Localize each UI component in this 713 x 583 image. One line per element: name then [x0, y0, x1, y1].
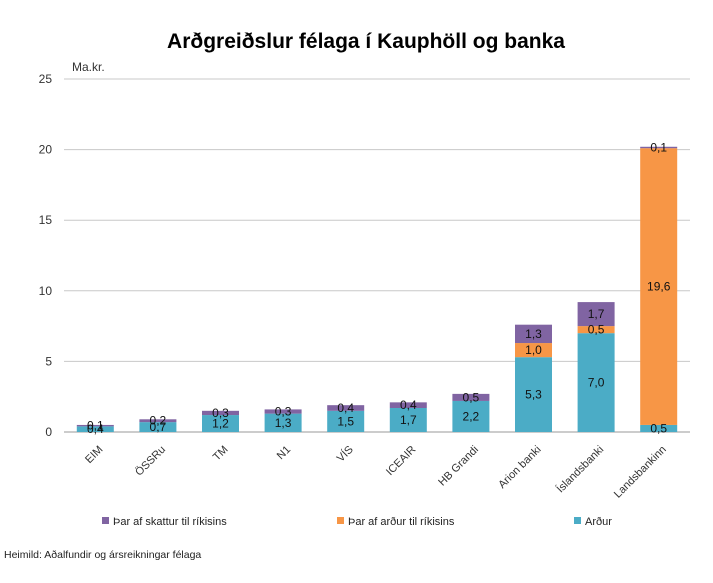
x-tick-label: Landsbankinn	[612, 444, 669, 501]
y-tick-label: 10	[39, 284, 53, 298]
bar-segment	[76, 426, 114, 432]
data-label: 1,3	[525, 327, 542, 341]
legend-swatch	[574, 517, 581, 524]
x-tick-label: EIM	[83, 444, 105, 466]
data-label: 1,3	[275, 416, 292, 430]
bar-segment	[202, 415, 239, 432]
bar-segment	[577, 326, 615, 334]
data-label: 0,4	[87, 422, 104, 436]
bar-segment	[452, 400, 490, 432]
data-label: 0,5	[650, 421, 667, 435]
bar-segment	[139, 422, 177, 432]
legend-swatch	[337, 517, 344, 524]
data-label: 1,7	[588, 307, 605, 321]
legend: Þar af skattur til ríkisins Þar af arður …	[102, 516, 612, 528]
data-label: 0,4	[400, 398, 417, 412]
data-label: 1,5	[337, 414, 354, 428]
y-tick-label: 20	[39, 143, 53, 157]
bar-segment	[389, 407, 427, 432]
legend-label: Þar af arður til ríkisins	[348, 516, 455, 528]
legend-swatch	[102, 517, 109, 524]
bar-segment	[452, 393, 490, 401]
bar-segment	[264, 409, 302, 414]
bar-segment	[139, 419, 177, 423]
data-label: 0,4	[337, 401, 354, 415]
bar-segment	[264, 413, 302, 432]
legend-label: Þar af skattur til ríkisins	[113, 516, 227, 528]
data-label: 2,2	[463, 409, 480, 423]
bar-segment	[515, 343, 552, 358]
bars	[76, 146, 678, 432]
bar-segment	[515, 324, 552, 344]
y-tick-label: 5	[45, 354, 52, 368]
x-tick-label: ICEAIR	[384, 444, 418, 478]
data-label: 0,3	[212, 406, 229, 420]
data-label: 1,0	[525, 343, 542, 357]
y-axis-label: Ma.kr.	[72, 60, 105, 74]
x-tick-label: Arion banki	[496, 444, 543, 491]
bar-segment	[515, 357, 552, 432]
data-label: 0,7	[150, 420, 167, 434]
bar-segment	[76, 424, 114, 427]
x-tick-label: ÖSSRu	[133, 444, 168, 479]
bar-segment	[202, 410, 239, 416]
bar-segment	[577, 302, 615, 327]
data-label: 0,1	[87, 419, 104, 433]
legend-label: Arður	[585, 516, 612, 528]
data-labels: 0,40,1 0,70,2 1,20,31,30,31,50,41,70,42,20…	[87, 140, 671, 436]
y-tick-label: 0	[45, 425, 52, 439]
x-tick-label: Íslandsbanki	[554, 443, 606, 495]
x-tick-label: TM	[211, 444, 231, 464]
bar-segment	[577, 333, 615, 432]
bar-segment	[327, 410, 365, 432]
bar-segment	[640, 146, 678, 149]
data-label: 1,7	[400, 413, 417, 427]
data-label: 0,2	[150, 414, 167, 428]
bar-segment	[640, 424, 678, 432]
x-tick-label: N1	[275, 444, 293, 462]
chart-title: Arðgreiðslur félaga í Kauphöll og banka	[167, 30, 565, 53]
x-tick-labels: EIM ÖSSRu TM N1 VÍS ICEAIR HB Grandi Arion bank…	[83, 443, 669, 501]
x-tick-label: VÍS	[334, 443, 356, 465]
data-label: 0,3	[275, 405, 292, 419]
source-note: Heimild: Aðalfundir og ársreikningar fél…	[4, 549, 201, 561]
data-label: 0,5	[588, 323, 605, 337]
bar-segment	[389, 402, 427, 408]
data-label: 0,5	[463, 390, 480, 404]
x-tick-label: HB Grandi	[436, 444, 481, 489]
data-label: 19,6	[647, 280, 671, 294]
data-label: 1,2	[212, 417, 229, 431]
data-label: 5,3	[525, 388, 542, 402]
data-label: 7,0	[588, 376, 605, 390]
y-tick-labels: 0 5 10 15 20 25	[39, 72, 53, 439]
data-label: 0,1	[650, 140, 667, 154]
y-tick-label: 25	[39, 72, 53, 86]
bar-segment	[327, 405, 365, 411]
y-tick-label: 15	[39, 213, 53, 227]
bar-segment	[640, 148, 678, 425]
